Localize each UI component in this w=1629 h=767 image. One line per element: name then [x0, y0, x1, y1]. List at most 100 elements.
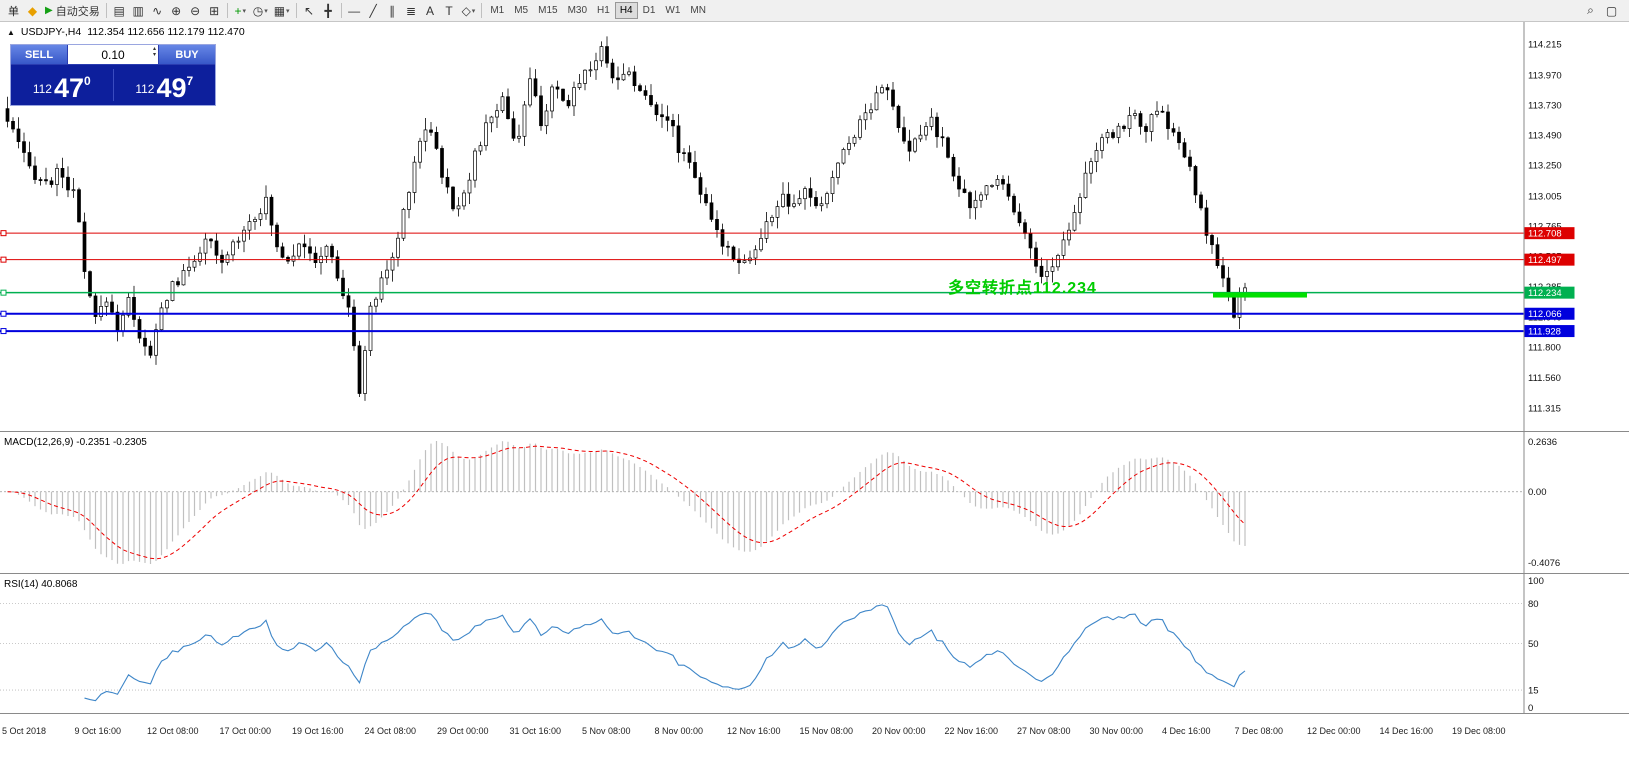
ohlc-label: 112.354 112.656 112.179 112.470 [87, 26, 245, 38]
price-tick-label: 113.730 [1528, 100, 1562, 111]
channel-icon[interactable]: ∥ [383, 2, 402, 20]
horizontal-level-lines[interactable] [0, 230, 1524, 335]
zoom-in-icon[interactable]: ⊕ [167, 2, 186, 20]
macd-axis[interactable]: 0.2636 0.00 -0.4076 [1528, 437, 1560, 569]
rsi-tick-label: 15 [1528, 686, 1539, 697]
sell-button[interactable]: SELL [11, 45, 67, 64]
play-icon: ▶ [45, 5, 53, 16]
price-level-badge [1524, 286, 1575, 299]
timeframe-m5[interactable]: M5 [509, 2, 533, 19]
spin-up-icon[interactable]: ▴ [152, 46, 156, 52]
line-handle [0, 256, 7, 263]
lot-size-value: 0.10 [101, 47, 125, 62]
time-tick-label: 14 Dec 16:00 [1380, 726, 1434, 736]
price-tick-label: 111.560 [1528, 373, 1561, 384]
trend-annotation[interactable]: 多空转折点112.234 [948, 280, 1097, 297]
time-tick-label: 5 Oct 2018 [2, 726, 46, 736]
price-level-badge-label: 112.234 [1528, 288, 1562, 299]
rsi-label: RSI(14) 40.8068 [4, 579, 78, 590]
rsi-tick-label: 0 [1528, 703, 1533, 714]
time-tick-label: 22 Nov 16:00 [945, 726, 999, 736]
time-tick-label: 19 Dec 08:00 [1452, 726, 1506, 736]
time-tick-label: 24 Oct 08:00 [365, 726, 417, 736]
candlestick-icon[interactable]: ▥ [129, 2, 148, 20]
chevron-down-icon: ▾ [471, 7, 476, 15]
buy-price-big: 49 [156, 73, 187, 103]
time-axis[interactable]: 5 Oct 2018 9 Oct 16:00 12 Oct 08:00 17 Oct … [2, 726, 1506, 736]
chart-header: ▲ USDJPY-,H4 112.354 112.656 112.179 112… [7, 26, 245, 38]
fibonacci-icon[interactable]: ≣ [402, 2, 421, 20]
price-divider [112, 69, 114, 101]
buy-button[interactable]: BUY [159, 45, 215, 64]
text-icon[interactable]: A [421, 2, 440, 20]
zoom-out-icon[interactable]: ⊖ [186, 2, 205, 20]
bar-chart-icon[interactable]: ▤ [110, 2, 129, 20]
timeframe-d1[interactable]: D1 [638, 2, 661, 19]
chart-window[interactable]: 114.215 113.970 113.730 113.490 113.250 113.0… [0, 22, 1629, 767]
timeframe-mn[interactable]: MN [685, 2, 711, 19]
toolbar-separator [295, 3, 297, 18]
timeframe-m1[interactable]: M1 [485, 2, 509, 19]
price-tick-label: 114.215 [1528, 40, 1562, 51]
shapes-icon[interactable]: ◇ ▾ [459, 2, 479, 20]
toolbar-separator [481, 3, 483, 18]
oneclick-toggle[interactable]: ▲ [7, 27, 15, 37]
price-level-badge [1524, 307, 1575, 320]
time-tick-label: 30 Nov 00:00 [1090, 726, 1144, 736]
sell-price-prefix: 112 [32, 82, 52, 96]
sell-price-sup: 0 [84, 74, 91, 88]
symbol-label: USDJPY-,H4 [20, 26, 82, 38]
chart-template-icon[interactable]: ▦ ▾ [271, 2, 293, 20]
line-chart-icon[interactable]: ∿ [148, 2, 167, 20]
rsi-tick-label: 80 [1528, 599, 1539, 610]
clock-icon[interactable]: ◷ ▾ [250, 2, 271, 20]
timeframe-h1[interactable]: H1 [592, 2, 615, 19]
price-axis[interactable]: 114.215 113.970 113.730 113.490 113.250 113.0… [1524, 40, 1575, 415]
toolbar-separator [105, 3, 107, 18]
price-level-badge-label: 112.066 [1528, 309, 1562, 320]
time-tick-label: 19 Oct 16:00 [292, 726, 344, 736]
timeframe-h4[interactable]: H4 [614, 2, 638, 19]
tile-windows-icon[interactable]: ⊞ [205, 2, 224, 20]
chart-canvas[interactable]: 114.215 113.970 113.730 113.490 113.250 113.0… [0, 22, 1629, 767]
search-icon[interactable]: ⌕ [1581, 2, 1600, 20]
time-tick-label: 9 Oct 16:00 [75, 726, 122, 736]
trendline-icon[interactable]: ╱ [364, 2, 383, 20]
hline-icon[interactable]: — [345, 2, 364, 20]
price-tick-label: 113.250 [1528, 161, 1562, 172]
time-tick-label: 12 Nov 16:00 [727, 726, 781, 736]
lot-spinner[interactable]: ▴ ▾ [153, 46, 156, 58]
autotrade-button[interactable]: ▶ 自动交易 [42, 2, 103, 20]
rsi-tick-label: 100 [1528, 576, 1544, 587]
price-level-badge [1524, 227, 1575, 240]
rsi-axis[interactable]: 100 80 50 15 0 [1528, 576, 1544, 714]
price-level-badge [1524, 253, 1575, 266]
price-tick-label: 111.800 [1528, 343, 1561, 354]
cursor-icon[interactable]: ↖ [300, 2, 319, 20]
time-tick-label: 8 Nov 00:00 [655, 726, 704, 736]
price-level-badge-label: 111.928 [1528, 327, 1561, 338]
label-icon[interactable]: T [440, 2, 459, 20]
time-tick-label: 20 Nov 00:00 [872, 726, 926, 736]
lot-size-input[interactable]: 0.10 ▴ ▾ [67, 45, 159, 64]
time-tick-label: 27 Nov 08:00 [1017, 726, 1071, 736]
spin-down-icon[interactable]: ▾ [152, 52, 156, 58]
one-click-trading-panel: SELL 0.10 ▴ ▾ BUY 112 47 0 112 49 7 [10, 44, 216, 106]
sell-price: 112 47 0 [11, 65, 113, 105]
timeframe-m15[interactable]: M15 [533, 2, 562, 19]
price-tick-label: 111.315 [1528, 404, 1561, 415]
new-window-icon[interactable]: ▢ [1602, 2, 1621, 20]
sell-price-big: 47 [53, 73, 84, 103]
crosshair-icon[interactable]: ╋ [319, 2, 338, 20]
menu-button[interactable]: 单 [4, 2, 23, 20]
highlight-segment[interactable] [1213, 292, 1307, 298]
macd-axis-min: -0.4076 [1528, 558, 1560, 569]
price-level-badge-label: 112.708 [1528, 229, 1562, 240]
macd-label: MACD(12,26,9) -0.2351 -0.2305 [4, 437, 147, 448]
timeframe-m30[interactable]: M30 [563, 2, 592, 19]
buy-price: 112 49 7 [114, 65, 216, 105]
macd-axis-zero: 0.00 [1528, 487, 1547, 498]
timeframe-w1[interactable]: W1 [660, 2, 685, 19]
new-order-icon[interactable]: + ▾ [231, 2, 250, 20]
